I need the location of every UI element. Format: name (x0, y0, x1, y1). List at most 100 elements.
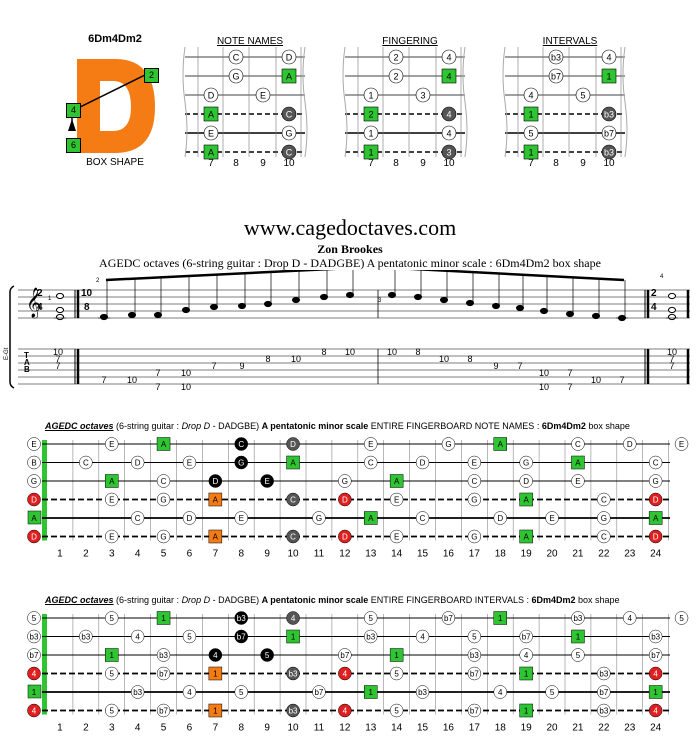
note-label: b3 (599, 707, 608, 716)
author: Zon Brookes (317, 242, 383, 256)
fret-number: 10 (287, 549, 299, 558)
tab-fret: 7 (517, 361, 522, 371)
note-label: A (208, 148, 214, 158)
note-label: E (260, 91, 266, 101)
note-label: C (135, 514, 141, 523)
note-label: 1 (498, 614, 503, 623)
notehead (346, 291, 354, 299)
note-marker (203, 87, 219, 103)
open-note-label: 4 (32, 670, 37, 679)
note-marker (105, 611, 119, 625)
note-marker (519, 629, 533, 644)
note-marker (156, 529, 171, 544)
note-marker (388, 68, 404, 84)
note-marker (415, 511, 430, 525)
note-marker (79, 629, 93, 644)
shape-name: 6Dm4Dm2 (88, 33, 142, 45)
note-label: b7 (314, 688, 323, 697)
note-label: 4 (135, 633, 140, 642)
note-marker (234, 685, 248, 699)
root-marker (156, 611, 171, 625)
box-shape-logo (68, 59, 155, 153)
note-marker (338, 474, 352, 488)
tab-fret: 7 (211, 361, 216, 371)
note-label: 5 (187, 633, 192, 642)
note-label: G (342, 477, 348, 486)
fret-number: 21 (572, 723, 584, 734)
note-label: C (286, 110, 293, 120)
notehead (182, 306, 190, 314)
tab-fret: 7 (669, 354, 674, 364)
fret-number: 4 (135, 549, 141, 558)
shape-marker-6: 6 (66, 138, 81, 153)
note-label: 5 (580, 91, 585, 101)
measure-number: 4 (660, 274, 664, 280)
note-marker (467, 648, 482, 662)
note-label: E (264, 477, 269, 486)
note-marker (601, 106, 617, 122)
note-marker (388, 49, 404, 65)
note-label: E (575, 477, 580, 486)
root-marker (519, 666, 533, 681)
note-label: C (290, 496, 296, 505)
note-label: A (653, 514, 659, 523)
note-label: b7 (599, 688, 608, 697)
notehead (56, 313, 64, 321)
note-label: b7 (444, 614, 453, 623)
open-note-label: 4 (32, 707, 37, 716)
note-label: 2 (393, 72, 398, 82)
note-marker (156, 666, 171, 681)
note-label: b3 (366, 633, 375, 642)
note-label: 4 (446, 72, 451, 82)
note-label: 1 (368, 91, 373, 101)
fret-number: 14 (391, 549, 403, 558)
open-note-label: G (31, 477, 37, 486)
note-label: 5 (528, 129, 533, 139)
fret-number: 7 (213, 549, 219, 558)
note-label: 1 (213, 707, 218, 716)
note-marker (281, 49, 297, 65)
fret-number: 13 (365, 723, 377, 734)
note-label: b3 (651, 633, 660, 642)
root-marker (105, 474, 119, 488)
note-label: 5 (472, 633, 477, 642)
note-label: 1 (369, 688, 374, 697)
note-label: G (653, 477, 659, 486)
notehead (154, 311, 162, 319)
note-marker (601, 125, 617, 141)
note-marker (597, 685, 611, 699)
fret-number: 6 (187, 723, 193, 734)
note-marker (415, 629, 430, 644)
tab-fret: 7 (55, 354, 60, 364)
note-label: D (290, 440, 296, 449)
note-marker (130, 629, 145, 644)
note-label: G (238, 459, 244, 468)
note-marker (27, 648, 41, 662)
note-label: D (135, 459, 141, 468)
open-note-label: 1 (32, 688, 37, 697)
box-marker (208, 474, 223, 488)
note-label: b3 (573, 614, 582, 623)
tab-fret: 8 (415, 347, 420, 357)
note-label: C (575, 440, 581, 449)
wavy-edge (182, 46, 188, 158)
tab-fret: 9 (493, 361, 498, 371)
notehead (56, 306, 64, 314)
notehead (388, 291, 396, 299)
note-label: b3 (470, 651, 479, 660)
fret-number: 2 (83, 723, 89, 734)
note-label: C (161, 477, 167, 486)
note-label: G (160, 496, 166, 505)
note-marker (27, 529, 41, 544)
note-label: A (213, 496, 219, 505)
root-marker (363, 144, 379, 160)
note-label: b7 (522, 633, 531, 642)
fret-number: 3 (109, 549, 115, 558)
fret-number: 7 (528, 158, 534, 169)
note-label: 5 (576, 651, 581, 660)
fret-number: 13 (365, 549, 377, 558)
note-marker (27, 666, 41, 681)
measure-number: 3 (378, 298, 382, 304)
note-marker (648, 474, 663, 488)
note-label: G (445, 440, 451, 449)
